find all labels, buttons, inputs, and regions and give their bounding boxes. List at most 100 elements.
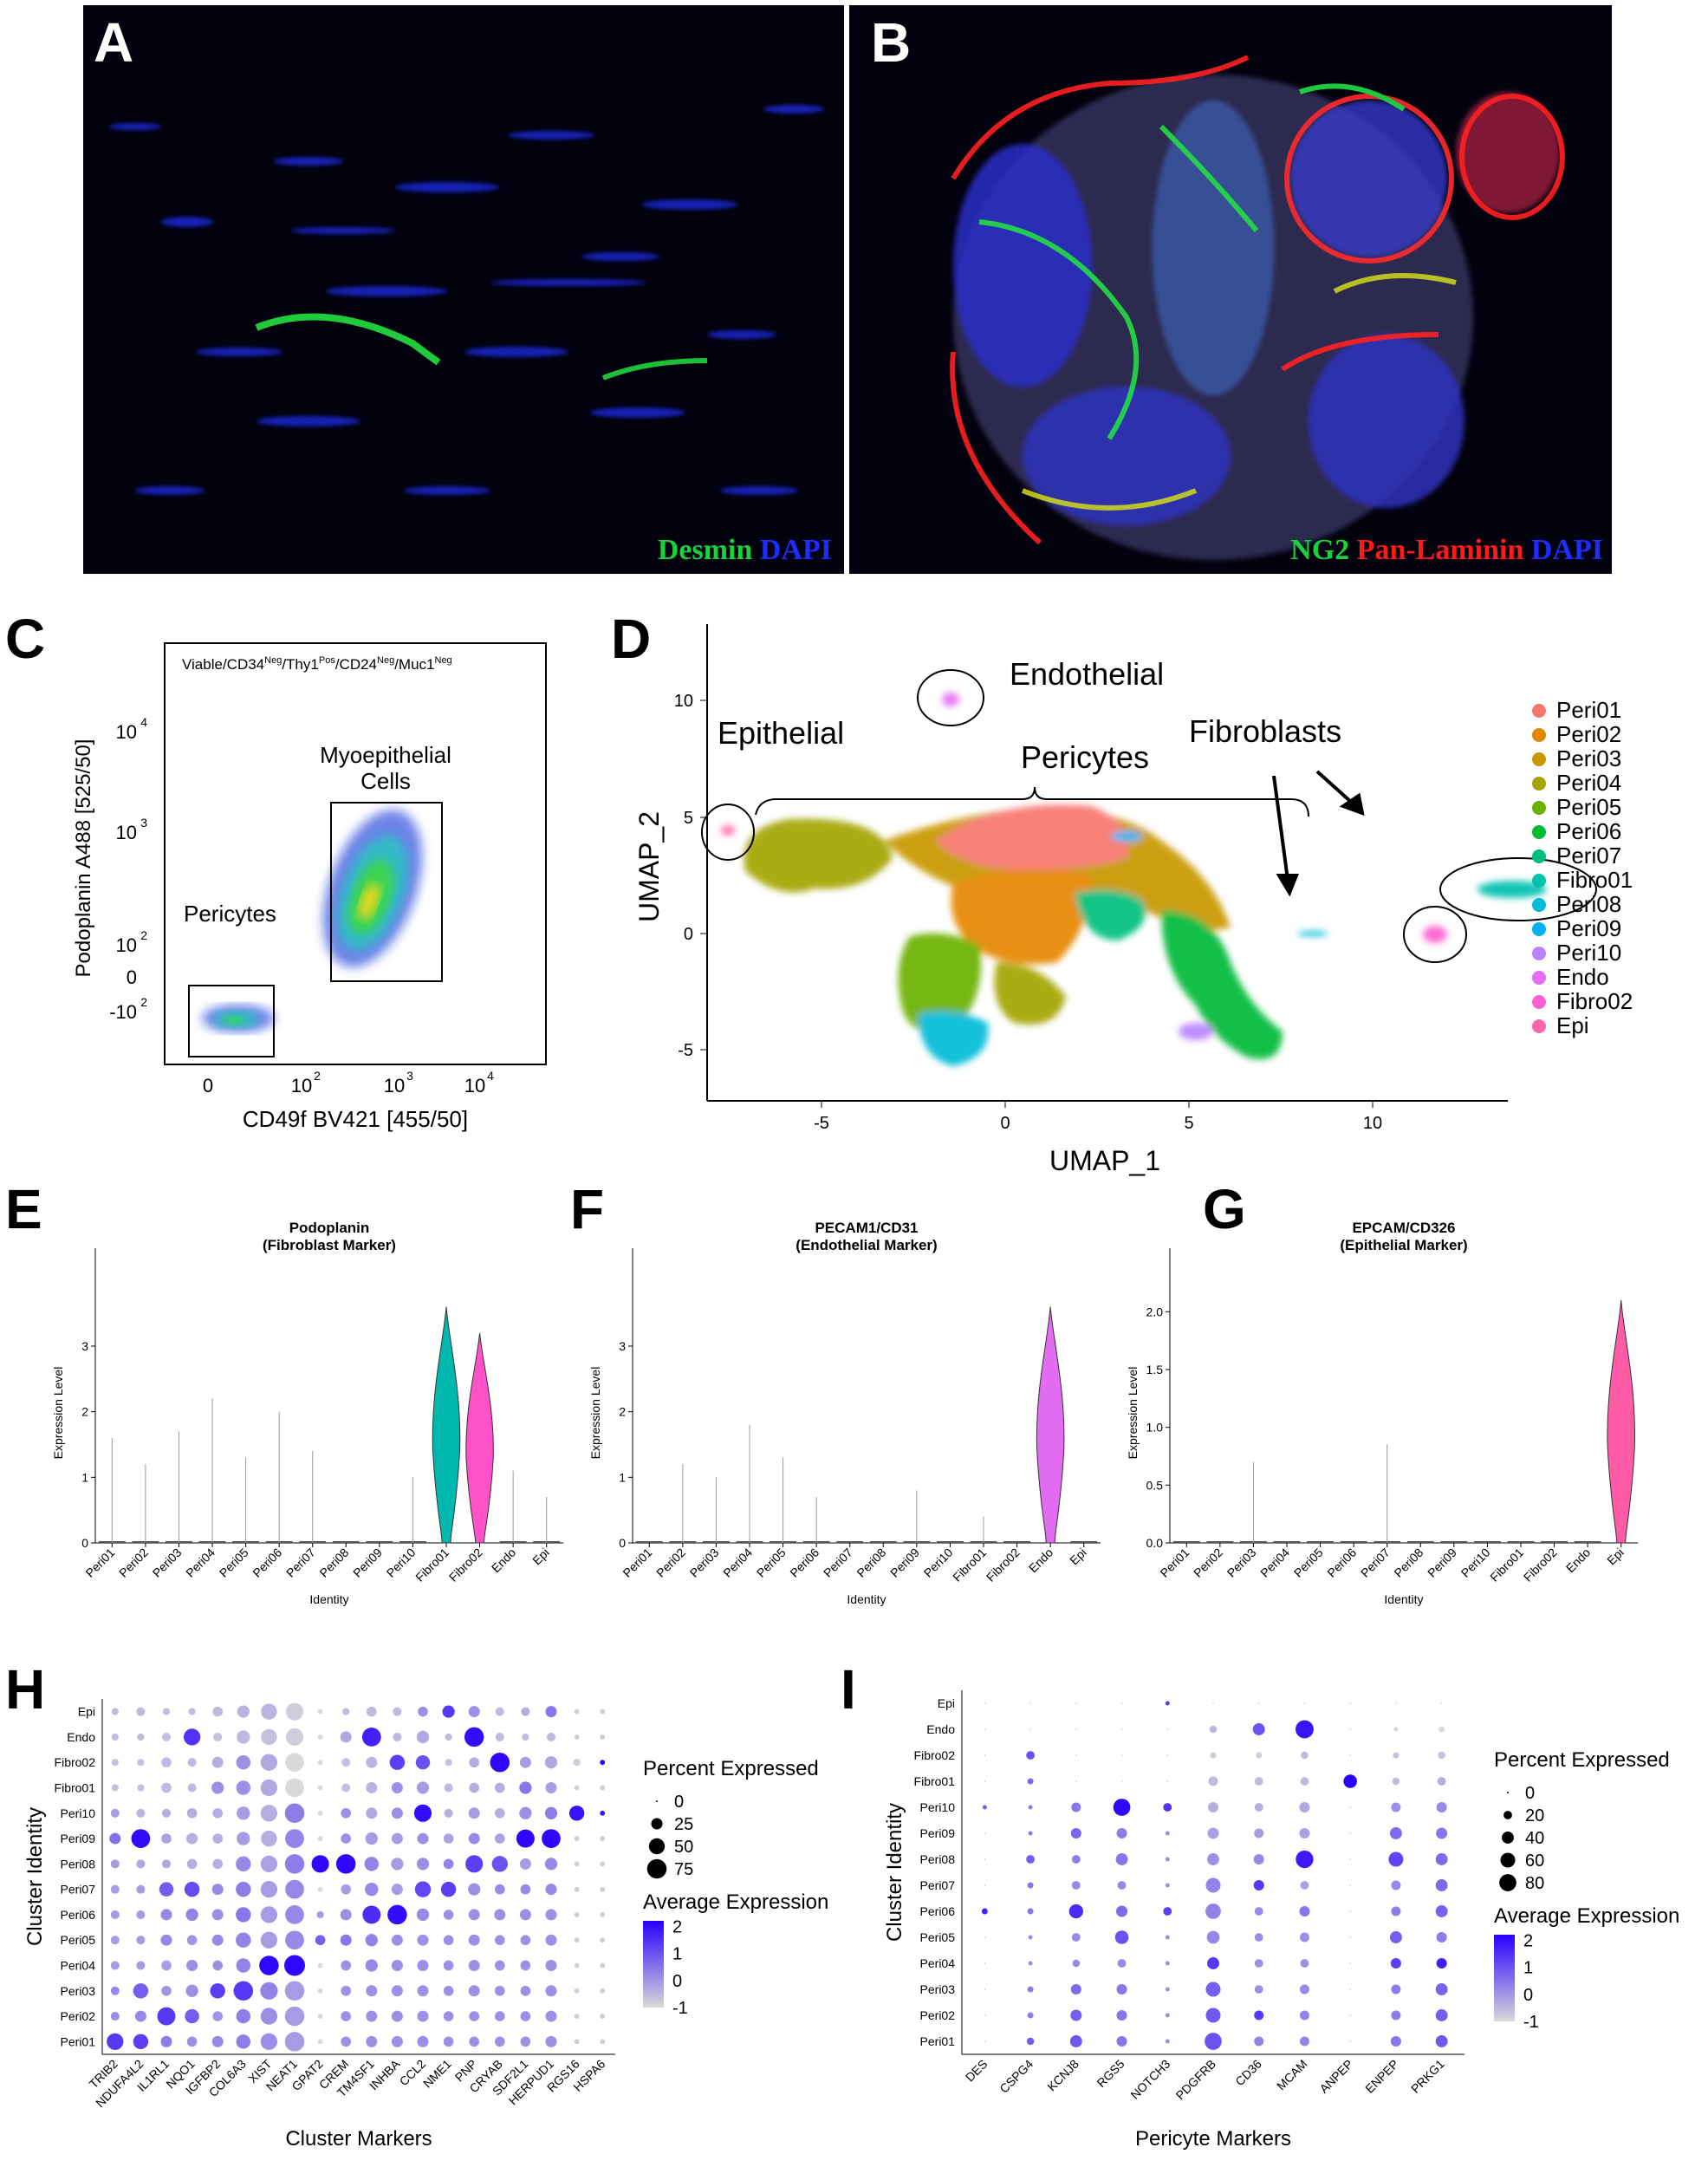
legend-color-label: 1 bbox=[1523, 1959, 1533, 1978]
dot-peri07-enpep bbox=[1391, 1880, 1401, 1890]
legend-size-label: 0 bbox=[1525, 1784, 1535, 1803]
cluster-peri10 bbox=[1179, 1023, 1213, 1040]
dot-peri03-cryab bbox=[494, 1985, 505, 1996]
dot-peri01-pdgfrb bbox=[1205, 2033, 1222, 2050]
dot-peri03-enpep bbox=[1391, 1984, 1401, 1995]
dot-peri01-cd36 bbox=[1254, 2036, 1264, 2047]
dot-peri03-neat1 bbox=[284, 1981, 305, 2001]
dot-peri03-rgs16 bbox=[574, 1988, 580, 1994]
violin-fibro01 bbox=[432, 1306, 461, 1544]
dot-fibro02-sdf2l1 bbox=[519, 1756, 531, 1768]
legend-label-peri07: Peri07 bbox=[1556, 843, 1621, 869]
dot-peri09-notch3 bbox=[1165, 1831, 1170, 1836]
svg-text:10: 10 bbox=[464, 1075, 485, 1097]
flow-y-ticks: 10 4 10 3 10 2 0 -10 2 bbox=[109, 715, 147, 1023]
dot-peri10-herpud1 bbox=[544, 1806, 558, 1819]
dot-peri06-sdf2l1 bbox=[519, 1909, 531, 1921]
dot-peri03-cspg4 bbox=[1027, 1986, 1034, 1993]
dot-peri07-cspg4 bbox=[1027, 1882, 1034, 1889]
dot-fibro01-nme1 bbox=[444, 1783, 453, 1793]
dot-fibro02-rgs5 bbox=[1120, 1754, 1123, 1756]
dot-peri03-nme1 bbox=[443, 1985, 454, 1996]
svg-text:0: 0 bbox=[684, 925, 693, 944]
dot-peri02-rgs16 bbox=[574, 2014, 580, 2019]
violin-x-tick-label: Peri08 bbox=[1391, 1546, 1425, 1580]
dot-peri06-cspg4 bbox=[1027, 1908, 1034, 1915]
dot-row-label: Epi bbox=[78, 1705, 95, 1719]
dapi-label: DAPI bbox=[759, 534, 832, 566]
dot-col-label: CSPG4 bbox=[997, 2057, 1036, 2096]
dot-fibro01-il1rl1 bbox=[161, 1782, 172, 1793]
ng2-label: NG2 bbox=[1290, 534, 1350, 566]
dot-peri04-neat1 bbox=[284, 1955, 305, 1976]
dot-fibro01-trib2 bbox=[111, 1784, 119, 1792]
dot-peri05-xist bbox=[260, 1931, 278, 1949]
dot-epi-des bbox=[984, 1702, 986, 1704]
dot-peri04-pdgfrb bbox=[1207, 1957, 1219, 1969]
dot-fibro02-inhba bbox=[389, 1754, 406, 1770]
dot-endo-crem bbox=[340, 1731, 352, 1743]
violin-x-tick-label: Epi bbox=[1067, 1546, 1089, 1568]
dot-epi-cryab bbox=[495, 1707, 504, 1716]
legend-size-label: 60 bbox=[1525, 1851, 1544, 1871]
dot-peri04-inhba bbox=[391, 1960, 403, 1971]
dot-fibro01-mcam bbox=[1300, 1777, 1309, 1786]
dot-peri04-cryab bbox=[494, 1960, 505, 1971]
myoepithelial-gate bbox=[330, 802, 443, 982]
dot-peri03-pdgfrb bbox=[1205, 1982, 1221, 1997]
violin-x-tick-label: Fibro01 bbox=[1487, 1546, 1526, 1585]
legend-color-bar bbox=[643, 1921, 664, 2008]
dot-peri09-nqo1 bbox=[186, 1832, 198, 1845]
panel-i-dot-plot: Epi Endo Fibro02 Fibro01 Peri10 Peri09 Peri08 P… bbox=[883, 1690, 1679, 2151]
legend-swatch-peri04 bbox=[1532, 777, 1546, 791]
dot-peri10-neat1 bbox=[284, 1803, 305, 1824]
dot-row-label: Endo bbox=[67, 1730, 95, 1744]
cluster-fibro02 bbox=[1423, 926, 1447, 943]
dot-peri07-herpud1 bbox=[545, 1884, 557, 1896]
dot-peri06-pnp bbox=[468, 1909, 480, 1921]
violin-x-tick-label: Epi bbox=[529, 1546, 552, 1568]
dot-peri01-inhba bbox=[391, 2035, 403, 2047]
violin-peri06 bbox=[265, 1411, 293, 1543]
umap-x-label: UMAP_1 bbox=[1049, 1145, 1160, 1176]
dot-peri10-gpat2 bbox=[317, 1810, 323, 1816]
dot-peri08-herpud1 bbox=[544, 1858, 558, 1871]
dot-peri10-inhba bbox=[391, 1807, 403, 1819]
dot-peri01-ccl2 bbox=[417, 2035, 429, 2047]
dot-endo-nme1 bbox=[445, 1733, 452, 1741]
dot-fibro02-gpat2 bbox=[317, 1760, 323, 1766]
svg-text:10: 10 bbox=[1363, 1114, 1382, 1133]
dot-peri01-enpep bbox=[1390, 2035, 1401, 2047]
dot-x-label: Pericyte Markers bbox=[1135, 2127, 1291, 2151]
dot-peri08-col6a3 bbox=[236, 1856, 251, 1872]
dot-peri07-cd36 bbox=[1253, 1879, 1264, 1891]
dot-peri03-rgs5 bbox=[1116, 1983, 1127, 1995]
dot-epi-neat1 bbox=[285, 1702, 304, 1721]
violin-x-tick-label: Peri06 bbox=[1324, 1546, 1359, 1580]
svg-text:10: 10 bbox=[116, 822, 137, 843]
svg-text:2: 2 bbox=[140, 928, 147, 942]
dot-peri09-col6a3 bbox=[237, 1832, 250, 1845]
dot-peri09-inhba bbox=[391, 1832, 403, 1845]
dot-peri08-igfbp2 bbox=[212, 1858, 224, 1870]
dot-peri10-col6a3 bbox=[237, 1806, 250, 1820]
svg-text:0: 0 bbox=[127, 966, 137, 988]
pericytes-label: Pericytes bbox=[1021, 739, 1149, 775]
violin-peri03 bbox=[703, 1477, 730, 1543]
panel-e-letter: E bbox=[5, 1178, 42, 1240]
fibroblasts-label: Fibroblasts bbox=[1189, 713, 1341, 749]
violin-x-tick-label: Peri04 bbox=[720, 1546, 755, 1580]
dot-peri06-gpat2 bbox=[316, 1910, 324, 1919]
dot-peri07-neat1 bbox=[285, 1879, 304, 1899]
legend-swatch-peri03 bbox=[1532, 752, 1546, 766]
dot-peri03-notch3 bbox=[1165, 1987, 1170, 1992]
dot-peri03-gpat2 bbox=[317, 1988, 323, 1994]
endothelial-label: Endothelial bbox=[1010, 656, 1164, 692]
dot-peri10-tm4sf1 bbox=[366, 1807, 378, 1819]
dot-epi-ndufa4l2 bbox=[136, 1707, 146, 1716]
dot-epi-crem bbox=[342, 1708, 350, 1715]
dot-fibro02-col6a3 bbox=[236, 1754, 251, 1770]
dot-peri05-kcnj8 bbox=[1071, 1933, 1081, 1942]
dot-peri03-tm4sf1 bbox=[366, 1985, 378, 1997]
violin-x-tick-label: Peri08 bbox=[316, 1546, 351, 1580]
